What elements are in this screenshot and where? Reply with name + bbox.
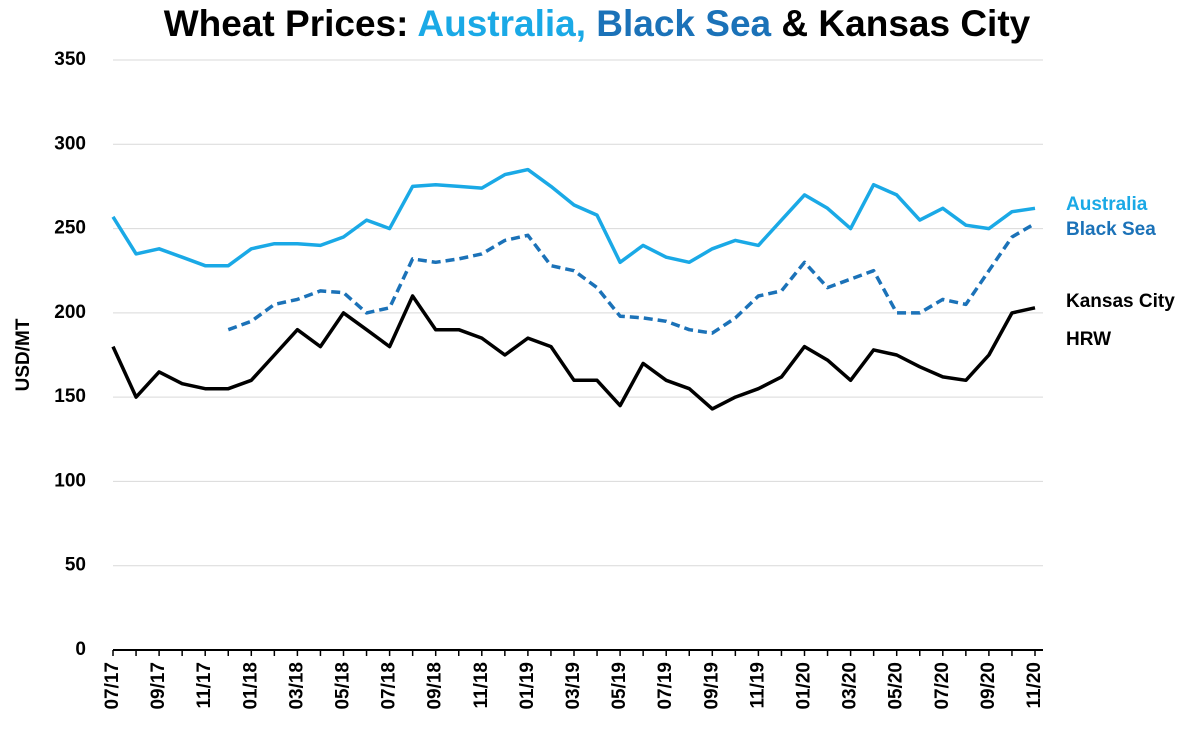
series-line [111,294,1036,411]
y-tick-label: 100 [54,470,86,491]
title-part: Wheat Prices: [164,3,409,44]
series-label: Australia [1066,194,1148,215]
x-tick-label: 01/20 [794,662,815,710]
y-tick-label: 350 [54,49,86,70]
x-tick-label: 09/17 [148,662,169,710]
x-tick-label: 05/18 [333,662,354,710]
y-axis-label: USD/MT [13,318,34,391]
y-tick-label: 0 [75,639,86,660]
title-part: Black Sea [596,3,771,44]
x-tick-label: 11/17 [194,662,215,709]
series-line [227,221,1036,335]
x-tick-label: 09/19 [701,662,722,710]
x-tick-label: 03/18 [286,662,307,710]
x-tick-label: 09/20 [978,662,999,710]
x-tick-label: 07/18 [379,662,400,710]
x-tick-label: 11/18 [471,662,492,709]
series-label: Black Sea [1066,219,1156,240]
series-line [111,167,1036,268]
y-tick-label: 200 [54,302,86,323]
y-tick-label: 50 [65,555,86,576]
x-tick-label: 03/20 [840,662,861,710]
y-tick-label: 150 [54,386,86,407]
x-tick-label: 07/20 [932,662,953,710]
x-tick-label: 05/20 [886,662,907,710]
x-tick-label: 03/19 [563,662,584,710]
title-part: & Kansas City [781,3,1030,44]
x-tick-label: 01/19 [517,662,538,710]
y-tick-label: 300 [54,133,86,154]
x-tick-label: 01/18 [240,662,261,710]
x-tick-label: 11/20 [1024,662,1045,709]
title-part: Australia, [417,3,586,44]
x-tick-label: 11/19 [747,662,768,709]
y-tick-label: 250 [54,218,86,239]
x-tick-label: 09/18 [425,662,446,710]
x-tick-label: 05/19 [609,662,630,710]
x-tick-label: 07/19 [655,662,676,710]
x-tick-label: 07/17 [102,662,123,710]
series-label: Kansas City HRW [1066,291,1175,350]
chart-title: Wheat Prices: Australia, Black Sea & Kan… [164,3,1031,44]
